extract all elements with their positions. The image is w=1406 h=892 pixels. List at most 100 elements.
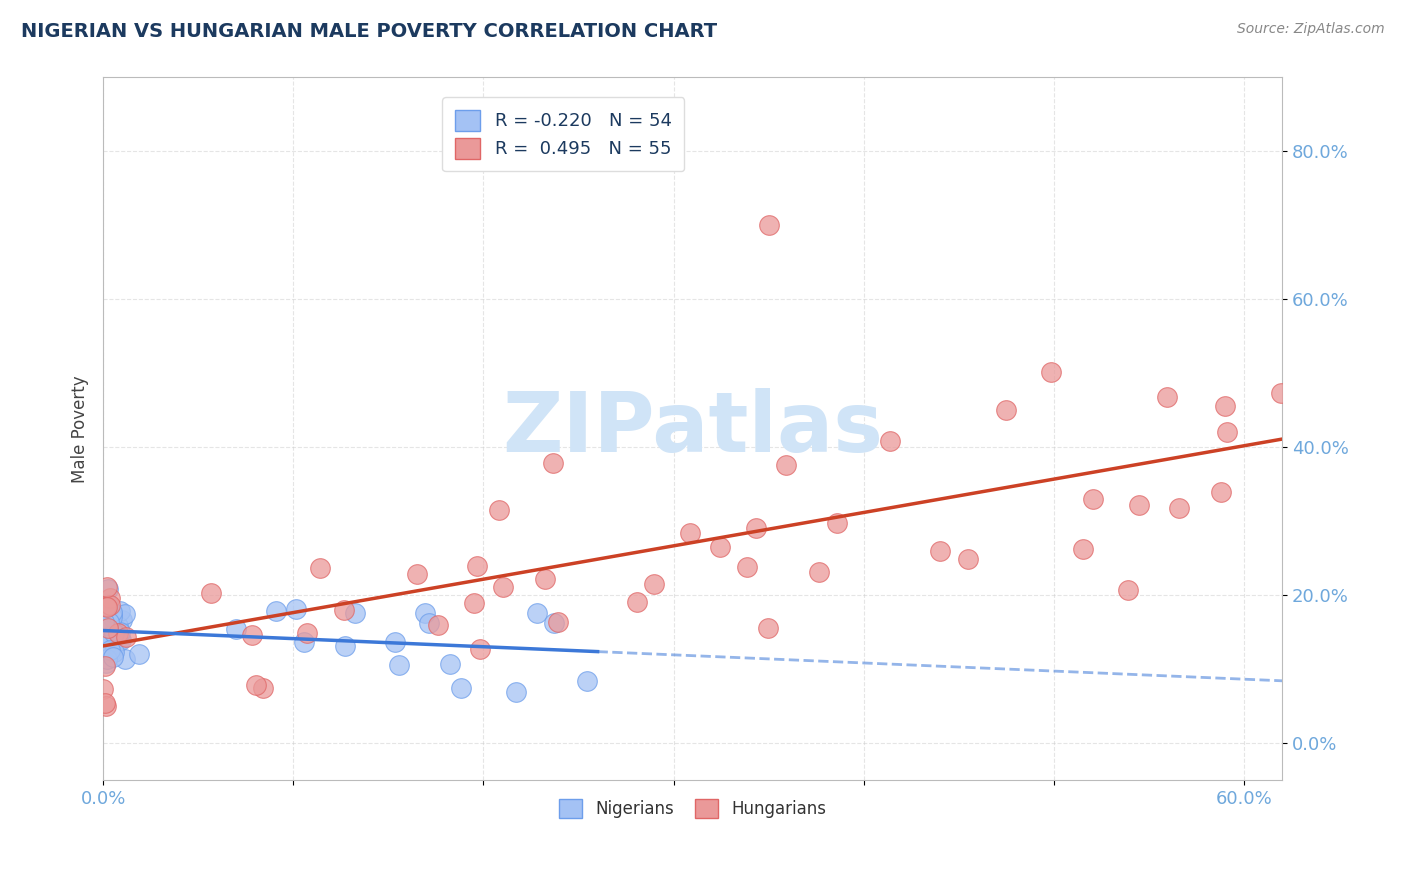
Point [110, 632, 132, 646]
Point [775, 458, 797, 473]
Point [284, 602, 307, 616]
Point [758, 219, 780, 233]
Point [98, 599, 121, 613]
Point [745, 521, 768, 535]
Point [309, 561, 332, 575]
Point [292, 634, 315, 648]
Point [1073, 541, 1095, 556]
Point [97, 609, 120, 624]
Point [128, 647, 150, 661]
Point [541, 456, 564, 470]
Point [93, 617, 115, 632]
Point [93, 615, 115, 629]
Point [679, 525, 702, 540]
Point [200, 585, 222, 599]
Point [107, 619, 129, 633]
Point [406, 567, 429, 582]
Point [439, 657, 461, 671]
Point [643, 577, 665, 591]
Point [1213, 399, 1236, 413]
Point [98, 643, 121, 657]
Point [1116, 583, 1139, 598]
Point [413, 606, 436, 620]
Point [575, 674, 598, 689]
Point [467, 559, 489, 574]
Point [94, 656, 117, 670]
Point [96, 599, 118, 614]
Point [103, 645, 125, 659]
Point [709, 540, 731, 554]
Point [100, 607, 122, 621]
Point [101, 619, 124, 633]
Point [333, 602, 356, 616]
Point [384, 635, 406, 649]
Point [107, 625, 129, 640]
Point [94, 699, 117, 714]
Point [96, 613, 118, 627]
Point [547, 615, 569, 629]
Point [96, 646, 118, 660]
Point [995, 402, 1018, 417]
Y-axis label: Male Poverty: Male Poverty [72, 375, 89, 483]
Point [96, 629, 118, 643]
Point [94, 659, 117, 673]
Point [94, 599, 117, 613]
Point [1156, 390, 1178, 404]
Point [295, 625, 318, 640]
Point [100, 591, 122, 606]
Point [103, 640, 125, 654]
Point [97, 605, 120, 619]
Point [94, 617, 117, 632]
Point [463, 596, 485, 610]
Text: Source: ZipAtlas.com: Source: ZipAtlas.com [1237, 22, 1385, 37]
Point [96, 619, 118, 633]
Point [928, 544, 950, 558]
Point [344, 607, 367, 621]
Point [808, 565, 831, 579]
Point [505, 685, 527, 699]
Point [1039, 365, 1062, 379]
Point [533, 573, 555, 587]
Point [96, 580, 118, 594]
Legend: Nigerians, Hungarians: Nigerians, Hungarians [553, 792, 832, 825]
Point [100, 645, 122, 659]
Point [91, 681, 114, 696]
Point [100, 617, 122, 632]
Point [111, 613, 134, 627]
Point [264, 604, 287, 618]
Point [97, 635, 120, 649]
Point [426, 618, 449, 632]
Point [956, 552, 979, 566]
Point [1270, 386, 1292, 401]
Point [104, 636, 127, 650]
Point [388, 658, 411, 673]
Point [450, 681, 472, 695]
Point [1083, 491, 1105, 506]
Point [1216, 425, 1239, 439]
Text: NIGERIAN VS HUNGARIAN MALE POVERTY CORRELATION CHART: NIGERIAN VS HUNGARIAN MALE POVERTY CORRE… [21, 22, 717, 41]
Point [225, 622, 247, 636]
Point [488, 503, 510, 517]
Point [492, 581, 515, 595]
Point [101, 609, 124, 624]
Point [114, 607, 136, 621]
Text: ZIPatlas: ZIPatlas [502, 388, 883, 469]
Point [96, 651, 118, 665]
Point [1128, 498, 1150, 512]
Point [98, 636, 121, 650]
Point [110, 604, 132, 618]
Point [626, 594, 648, 608]
Point [97, 598, 120, 612]
Point [735, 560, 758, 574]
Point [825, 516, 848, 530]
Point [110, 632, 132, 647]
Point [879, 434, 901, 449]
Point [94, 696, 117, 710]
Point [101, 605, 124, 619]
Point [115, 630, 138, 644]
Point [242, 628, 264, 642]
Point [110, 624, 132, 639]
Point [245, 678, 267, 692]
Point [418, 615, 440, 630]
Point [98, 615, 121, 630]
